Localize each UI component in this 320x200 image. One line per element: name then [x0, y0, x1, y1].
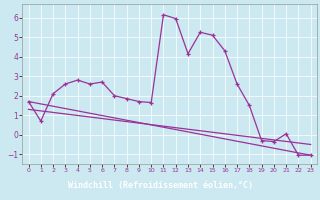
Text: Windchill (Refroidissement éolien,°C): Windchill (Refroidissement éolien,°C)	[68, 181, 252, 190]
